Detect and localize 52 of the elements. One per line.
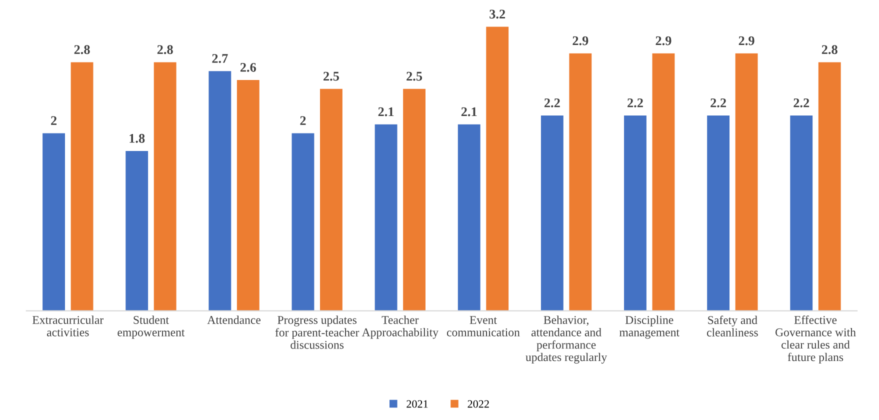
data-label: 2.7: [212, 54, 228, 63]
bar: [374, 124, 398, 311]
data-label: 2.9: [572, 36, 588, 46]
data-label: 2.2: [544, 98, 560, 108]
x-tick-label: Discipline management: [619, 316, 680, 339]
data-label: 2.2: [710, 98, 726, 108]
x-tick-label: Teacher Approachability: [362, 316, 438, 339]
bar: [236, 80, 260, 311]
bar: [403, 88, 426, 311]
legend-label: 2021: [406, 400, 428, 408]
bar: [569, 53, 592, 311]
legend-label: 2022: [468, 400, 489, 408]
bar: [70, 62, 94, 311]
data-label: 2.1: [461, 107, 477, 116]
x-tick-label: Attendance: [207, 316, 260, 324]
data-label: 2.1: [378, 107, 394, 116]
data-label: 2: [300, 116, 306, 125]
x-tick-label: Extracurricular activities: [32, 316, 104, 336]
bar: [735, 53, 758, 311]
x-tick-label: Event communication: [446, 316, 520, 336]
bar: [42, 133, 65, 311]
x-tick-label: Student empowerment: [118, 316, 185, 339]
bar: [540, 116, 564, 311]
data-label: 1.8: [130, 134, 145, 143]
bar: [790, 116, 813, 311]
bar: [624, 116, 646, 311]
data-label: 2.2: [794, 98, 810, 108]
data-label: 2.6: [240, 62, 256, 72]
data-label: 2.8: [822, 45, 838, 54]
data-label: 2.9: [656, 36, 672, 46]
bar: [320, 88, 342, 311]
data-label: 2.5: [406, 72, 422, 81]
data-label: 2: [51, 116, 57, 125]
bar: [208, 71, 232, 311]
data-label: 3.2: [490, 10, 506, 19]
data-label: 2.2: [628, 98, 643, 108]
bar: [486, 26, 509, 311]
x-tick-label: Safety and cleanliness: [706, 316, 758, 336]
bar: [458, 124, 480, 311]
x-tick-label: Behavior, attendance and performance updates regularly: [526, 316, 608, 364]
bar: [126, 151, 148, 311]
x-tick-label: Effective Governance with clear rules and future plans: [775, 316, 856, 364]
data-label: 2.9: [738, 36, 754, 46]
bar: [154, 62, 176, 311]
bar: [818, 62, 841, 311]
bar: [292, 133, 314, 311]
data-label: 2.5: [324, 72, 339, 81]
data-label: 2.8: [157, 45, 173, 54]
data-label: 2.8: [74, 45, 90, 54]
bar: [707, 116, 730, 311]
bar: [652, 53, 675, 311]
x-tick-label: Progress updates for parent-teacher discussions: [275, 316, 360, 349]
